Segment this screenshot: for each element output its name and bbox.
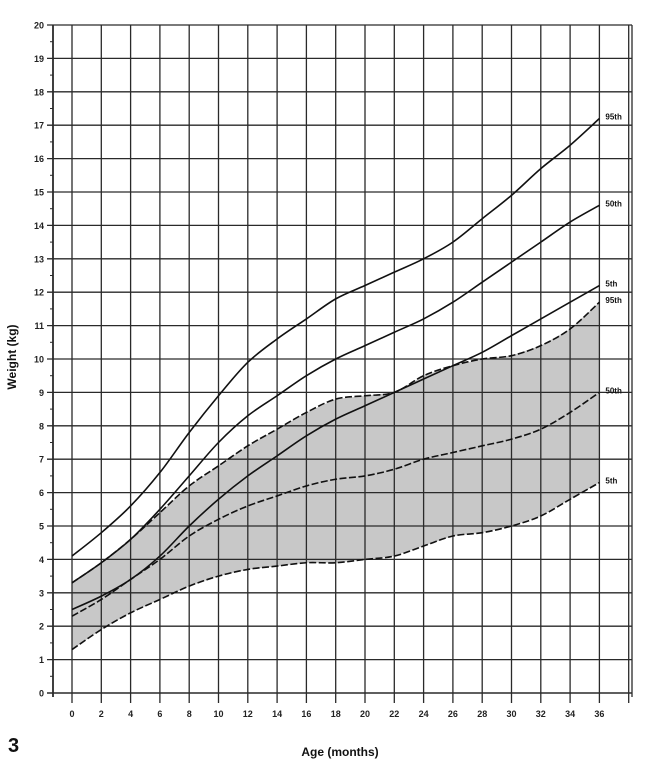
y-tick-label: 6: [39, 488, 44, 498]
y-tick-label: 2: [39, 622, 44, 632]
x-tick-label: 34: [565, 709, 575, 719]
y-axis-label: Weight (kg): [5, 324, 19, 390]
x-tick-label: 16: [301, 709, 311, 719]
x-axis-label: Age (months): [301, 745, 379, 759]
x-tick-label: 18: [331, 709, 341, 719]
y-tick-label: 9: [39, 388, 44, 398]
x-tick-label: 6: [157, 709, 162, 719]
y-tick-label: 10: [34, 355, 44, 365]
figure-number: 3: [8, 735, 20, 757]
series-end-label: 95th: [605, 113, 622, 122]
x-tick-label: 30: [506, 709, 516, 719]
reference-5th-line: [71, 284, 600, 611]
y-tick-label: 5: [39, 522, 44, 532]
x-tick-label: 24: [419, 709, 429, 719]
y-tick-label: 12: [34, 288, 44, 298]
x-tick-label: 10: [213, 709, 223, 719]
x-tick-label: 36: [594, 709, 604, 719]
x-tick-label: 0: [69, 709, 74, 719]
x-tick-label: 20: [360, 709, 370, 719]
study-50th-line: [71, 391, 600, 617]
y-tick-label: 14: [34, 221, 44, 231]
reference-50th-line: [71, 204, 600, 584]
x-tick-label: 2: [99, 709, 104, 719]
y-tick-label: 19: [34, 54, 44, 64]
series-end-label: 5th: [605, 280, 617, 289]
y-tick-label: 1: [39, 655, 44, 665]
series-end-label: 5th: [605, 477, 617, 486]
y-tick-label: 13: [34, 254, 44, 264]
x-tick-label: 28: [477, 709, 487, 719]
x-tick-label: 32: [536, 709, 546, 719]
y-tick-label: 15: [34, 188, 44, 198]
x-tick-label: 14: [272, 709, 282, 719]
series-end-label: 50th: [605, 386, 622, 395]
y-tick-label: 3: [39, 588, 44, 598]
x-tick-label: 8: [187, 709, 192, 719]
y-tick-label: 20: [34, 21, 44, 31]
y-tick-label: 4: [39, 555, 44, 565]
y-tick-label: 16: [34, 154, 44, 164]
series-end-label: 95th: [605, 296, 622, 305]
y-tick-label: 7: [39, 455, 44, 465]
x-tick-label: 4: [128, 709, 133, 719]
x-tick-label: 26: [448, 709, 458, 719]
y-tick-label: 8: [39, 421, 44, 431]
study-5th-line: [71, 481, 600, 651]
x-tick-label: 22: [389, 709, 399, 719]
y-tick-label: 11: [34, 321, 44, 331]
y-tick-label: 18: [34, 87, 44, 97]
reference-95th-line: [71, 117, 600, 557]
series-end-label: 50th: [605, 199, 622, 208]
x-tick-label: 12: [243, 709, 253, 719]
study-95th-line: [71, 301, 600, 584]
y-tick-label: 17: [34, 121, 44, 131]
y-tick-label: 0: [39, 689, 44, 699]
